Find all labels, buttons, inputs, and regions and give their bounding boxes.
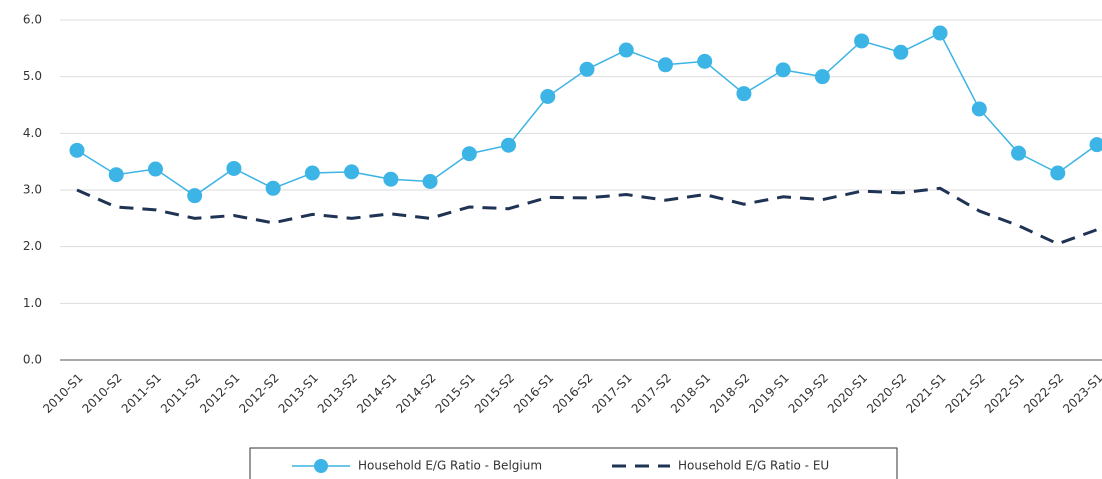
series-line [76,186,1098,246]
x-tick-label: 2022-S1 [982,371,1027,416]
x-tick-label: 2016-S1 [511,371,556,416]
series-marker [775,62,791,78]
y-tick-label: 3.0 [23,183,42,197]
x-tick-label: 2015-S1 [433,371,478,416]
legend-marker [314,459,328,473]
y-tick-label: 6.0 [23,13,42,27]
x-tick-label: 2014-S1 [354,371,399,416]
series-marker [1089,137,1102,153]
x-tick-label: 2013-S2 [315,371,360,416]
x-tick-label: 2012-S2 [236,371,281,416]
x-tick-label: 2023-S1 [1060,371,1102,416]
series-marker [501,137,517,153]
legend-box [249,447,898,479]
x-tick-label: 2013-S1 [276,371,321,416]
x-tick-label: 2010-S2 [79,371,124,416]
legend-label: Household E/G Ratio - EU [678,459,829,473]
series-marker [932,25,948,41]
x-tick-label: 2017-S1 [589,371,634,416]
x-tick-label: 2021-S2 [943,371,988,416]
x-tick-label: 2011-S2 [158,371,203,416]
x-tick-label: 2018-S2 [707,371,752,416]
series-marker [344,164,360,180]
y-tick-label: 0.0 [23,353,42,367]
series-marker [854,33,870,49]
series-marker [147,161,163,177]
y-tick-label: 2.0 [23,239,42,253]
series-marker [187,188,203,204]
y-tick-label: 5.0 [23,69,42,83]
series-marker [265,180,281,196]
x-tick-label: 2020-S1 [825,371,870,416]
series-marker [618,42,634,58]
series-marker [736,86,752,102]
x-tick-label: 2019-S1 [746,371,791,416]
series-marker [971,101,987,117]
series-marker [1050,165,1066,181]
x-tick-label: 2010-S1 [40,371,85,416]
series-marker [108,167,124,183]
x-tick-label: 2019-S2 [786,371,831,416]
y-tick-label: 1.0 [23,296,42,310]
series-marker [304,165,320,181]
series-marker [579,61,595,77]
series-marker [383,171,399,187]
x-tick-label: 2014-S2 [393,371,438,416]
x-tick-label: 2020-S2 [864,371,909,416]
legend-label: Household E/G Ratio - Belgium [358,459,542,473]
y-tick-label: 4.0 [23,126,42,140]
series-marker [540,89,556,104]
series-marker [226,160,242,176]
series-marker [1011,145,1027,161]
x-tick-label: 2018-S1 [668,371,713,416]
x-tick-label: 2022-S2 [1021,371,1066,416]
series-marker [893,44,909,60]
x-tick-label: 2021-S1 [903,371,948,416]
series-marker [461,146,477,162]
series-marker [657,57,673,73]
x-tick-label: 2017-S2 [629,371,674,416]
series-marker [422,174,438,189]
series-marker [814,69,830,85]
x-tick-label: 2015-S2 [472,371,517,416]
x-tick-label: 2012-S1 [197,371,242,416]
x-tick-label: 2011-S1 [119,371,164,416]
series-marker [697,53,713,69]
x-tick-label: 2016-S2 [550,371,595,416]
series-marker [69,142,85,158]
